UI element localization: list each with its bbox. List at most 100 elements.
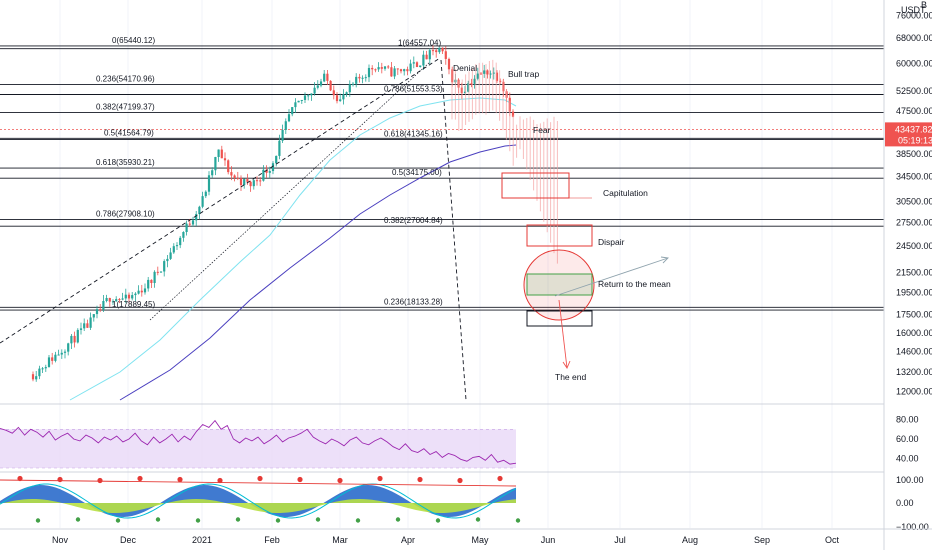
candle-body [67, 343, 70, 352]
candle-body [287, 114, 291, 122]
candle-body [495, 72, 499, 81]
candle-body [57, 354, 60, 356]
time-tick: Oct [825, 535, 840, 545]
arrow-down [558, 299, 568, 369]
osc-buy-dot [275, 518, 281, 523]
candle-body [217, 149, 220, 158]
annotation-label: Fear [533, 125, 551, 135]
candle-body [428, 50, 431, 60]
candle-body [76, 329, 79, 343]
candle-body [140, 290, 143, 293]
candle-body [297, 100, 300, 103]
osc-wave-line [0, 483, 517, 519]
candle-body [281, 129, 284, 141]
annotation-label: Return to the mean [598, 279, 671, 289]
oscillator-pane: 100.00 0.00 −100.00 [0, 471, 929, 532]
candle-body [358, 76, 361, 79]
price-tick: 47500.00 [896, 106, 932, 116]
osc-sell-dot [257, 475, 263, 482]
price-tick: 30500.00 [896, 196, 932, 206]
candle-body [310, 93, 313, 96]
price-tick: 34500.00 [896, 171, 932, 181]
time-tick: Nov [52, 535, 69, 545]
candle-body [99, 309, 102, 311]
osc-buy-dot [475, 517, 481, 522]
candle-body [371, 67, 374, 70]
time-axis[interactable]: Nov Dec 2021 Feb Mar Apr May Jun Jul Aug Sep Oct [0, 528, 932, 545]
price-tick: 17500.00 [896, 310, 932, 320]
candle-body [463, 91, 467, 94]
rsi-pane: 80.00 60.00 40.00 [0, 403, 919, 469]
trendline-dashed [0, 57, 441, 344]
candle-body [441, 47, 444, 52]
candle-body [396, 68, 399, 70]
candle-body [220, 149, 223, 159]
candle-body [147, 279, 150, 289]
osc-sell-dot [297, 476, 303, 483]
candle-body [399, 69, 403, 72]
candle-body [387, 66, 390, 68]
osc-buy-dot [515, 518, 521, 523]
rsi-tick: 80.00 [896, 415, 919, 425]
candle-body [233, 175, 236, 178]
ma-slow-line [119, 144, 517, 401]
candle-body [278, 140, 281, 156]
fib-labels: 0(65440.12) 0.236(54170.96) 0.382(47199.37… [96, 36, 443, 309]
fib-label-left: 0.786(27908.10) [96, 209, 155, 218]
osc-buy-dot [35, 518, 41, 523]
osc-sell-dot [97, 477, 103, 484]
candle-body [303, 95, 307, 100]
arrow-up-right-head [660, 256, 669, 264]
candle-body [383, 66, 387, 69]
trendline-dotted [149, 61, 431, 321]
candle-body [339, 99, 342, 102]
time-tick: 2021 [192, 535, 212, 545]
candle-body [393, 68, 396, 77]
symbol-label: B [921, 0, 927, 10]
osc-sell-dot [377, 475, 383, 482]
osc-buy-dot [75, 517, 81, 522]
candle-body [95, 309, 99, 315]
candles [31, 45, 558, 382]
candle-body [63, 351, 67, 353]
time-tick: Aug [682, 535, 698, 545]
circle-return [523, 249, 595, 321]
annotation-label: Capitulation [603, 188, 648, 198]
candle-body [35, 376, 38, 380]
box-dispair [526, 224, 593, 247]
candle-body [169, 252, 172, 259]
fib-label-right: 1(64557.04) [398, 39, 441, 48]
candle-body [111, 301, 115, 303]
candle-body [243, 179, 246, 186]
candle-body [143, 288, 147, 293]
candle-body [335, 95, 339, 102]
candle-body [262, 169, 265, 181]
time-tick: Dec [120, 535, 137, 545]
price-tick: 16000.00 [896, 328, 932, 338]
ma-fast-line [69, 97, 517, 401]
osc-buy-dot [395, 517, 401, 522]
osc-sell-dot [497, 475, 503, 482]
fib-label-right: 0.382(27004.84) [384, 216, 443, 225]
candle-body [182, 232, 185, 238]
candle-body [172, 246, 175, 253]
price-tick: 68000.00 [896, 33, 932, 43]
candle-body [115, 299, 118, 302]
osc-sell-dot [457, 477, 463, 484]
candle-body [166, 258, 169, 262]
candle-body [41, 368, 44, 370]
price-tick: 19500.00 [896, 287, 932, 297]
osc-buy-dot [435, 518, 441, 523]
osc-sell-dot [337, 477, 343, 484]
osc-sell-dot [217, 477, 223, 484]
osc-buy-dot [355, 518, 361, 523]
osc-sell-dot [57, 476, 63, 483]
candle-body [268, 171, 271, 173]
candle-body [470, 83, 473, 85]
candle-body [307, 95, 310, 97]
time-tick: Sep [754, 535, 770, 545]
candle-body [73, 335, 76, 343]
candle-body [284, 121, 287, 130]
candle-body [425, 54, 428, 60]
